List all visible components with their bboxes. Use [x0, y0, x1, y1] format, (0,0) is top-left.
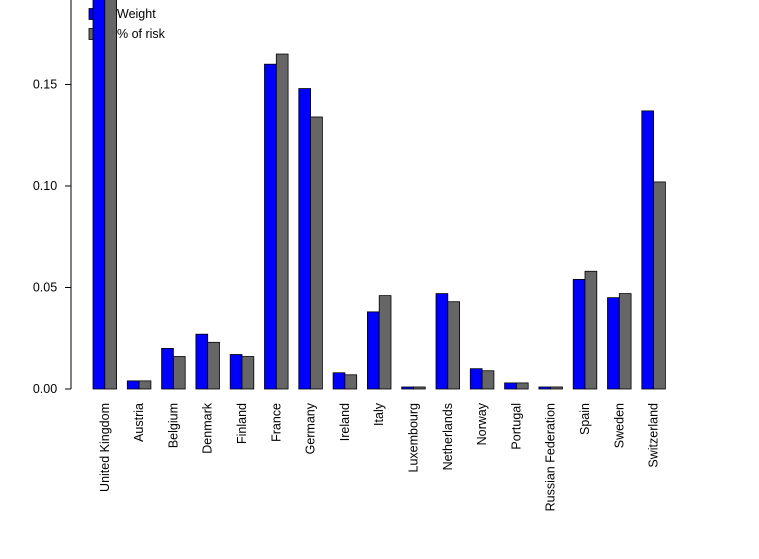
y-axis: 0.000.050.100.150.200.250.30	[33, 0, 72, 396]
bar-weight	[538, 386, 552, 390]
bar-weight	[195, 333, 209, 390]
x-tick-label: Sweden	[612, 403, 626, 448]
bar-risk	[516, 382, 529, 390]
bar-weight	[161, 347, 174, 390]
y-tick-label: 0.15	[33, 78, 57, 92]
x-tick-label: Netherlands	[441, 403, 455, 470]
bar-risk	[138, 380, 152, 390]
x-tick-label: Norway	[475, 402, 489, 445]
legend-label: % of risk	[117, 27, 166, 41]
y-tick-label: 0.05	[33, 281, 57, 295]
bar-weight	[298, 88, 311, 390]
x-tick-label: Russian Federation	[544, 403, 558, 511]
bars	[92, 0, 666, 390]
bar-risk	[550, 386, 563, 390]
x-axis-labels: United Kingdom Austria Belgium Denmark Finla…	[98, 402, 661, 511]
x-tick-label: Portugal	[509, 403, 523, 450]
x-tick-label: United Kingdom	[98, 403, 112, 492]
bar-weight	[435, 293, 449, 390]
y-tick-label: 0.00	[33, 382, 57, 396]
bar-weight	[264, 63, 277, 390]
x-tick-label: Ireland	[338, 403, 352, 441]
bar-risk	[344, 374, 358, 390]
legend-label: Weight	[117, 7, 156, 21]
x-tick-label: France	[269, 403, 283, 442]
bar-risk	[447, 301, 460, 390]
x-tick-label: Spain	[578, 403, 592, 435]
bar-risk	[378, 295, 392, 390]
bar-weight	[469, 368, 483, 390]
bar-weight	[229, 354, 243, 390]
legend: Weight % of risk	[88, 7, 166, 41]
x-tick-label: Finland	[235, 403, 249, 444]
bar-weight	[641, 110, 654, 390]
x-tick-label: Belgium	[166, 403, 180, 448]
bar-weight	[401, 386, 414, 390]
x-tick-label: Switzerland	[647, 403, 661, 468]
bar-risk	[310, 116, 323, 390]
bar-risk	[618, 293, 632, 390]
bar-risk	[104, 0, 118, 390]
bar-risk	[584, 270, 598, 390]
bar-weight	[92, 0, 106, 390]
bar-weight	[366, 311, 380, 390]
bar-weight	[607, 297, 620, 390]
bar-risk	[481, 370, 495, 390]
bar-weight	[504, 382, 517, 390]
bar-risk	[241, 356, 255, 390]
bar-weight	[572, 278, 586, 390]
x-tick-label: Italy	[372, 402, 386, 426]
x-tick-label: Austria	[132, 403, 146, 442]
y-tick-label: 0.10	[33, 179, 57, 193]
bar-risk	[413, 386, 426, 390]
x-tick-label: Luxembourg	[407, 403, 421, 473]
bar-risk	[172, 356, 186, 390]
x-tick-label: Denmark	[201, 402, 215, 453]
bar-weight	[332, 372, 346, 390]
bar-weight	[126, 380, 140, 390]
bar-risk	[207, 341, 220, 390]
x-tick-label: Germany	[304, 402, 318, 454]
bar-risk	[275, 53, 289, 390]
bar-risk	[653, 181, 666, 390]
